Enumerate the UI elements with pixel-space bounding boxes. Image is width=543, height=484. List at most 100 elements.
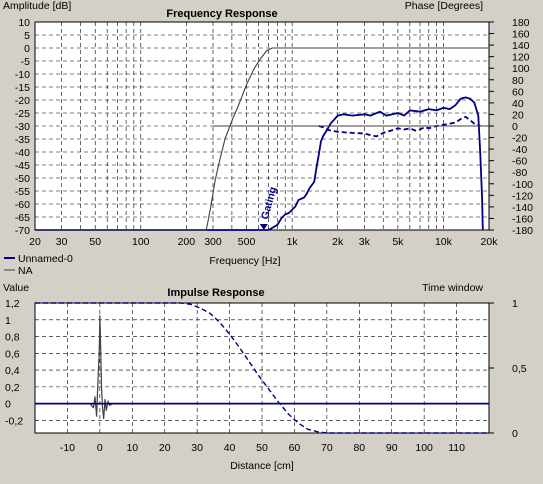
frequency-series-line-1 — [318, 115, 481, 138]
phase-tick-label: -140 — [512, 202, 533, 214]
value-tick-label: 0,4 — [5, 365, 20, 377]
amplitude-tick-label: -40 — [15, 147, 30, 159]
value-tick-label: -0,2 — [5, 415, 23, 427]
distance-tick-label: 30 — [191, 442, 203, 454]
amplitude-tick-label: -10 — [15, 69, 30, 81]
amplitude-tick-label: -45 — [15, 160, 30, 172]
amplitude-tick-label: -25 — [15, 108, 30, 120]
value-tick-label: 0,6 — [5, 348, 20, 360]
amplitude-tick-labels: 1050-5-10-15-20-25-30-35-40-45-50-55-60-… — [15, 17, 30, 237]
gating-arrow — [259, 224, 268, 230]
amplitude-tick-label: -60 — [15, 199, 30, 211]
frequency-series — [35, 47, 489, 231]
phase-tick-label: 60 — [512, 86, 524, 98]
distance-tick-label: 0 — [97, 442, 103, 454]
value-axis-label: Value — [3, 282, 29, 294]
window-tick-label: 1 — [512, 298, 518, 310]
legend: Unnamed-0 NA — [4, 253, 73, 277]
phase-tick-label: 120 — [512, 52, 530, 64]
distance-tick-label: 80 — [353, 442, 365, 454]
amplitude-tick-label: -50 — [15, 173, 30, 185]
legend-label-unnamed: Unnamed-0 — [18, 253, 73, 265]
frequency-tick-label: 3k — [359, 236, 371, 248]
phase-tick-label: -160 — [512, 213, 533, 225]
value-tick-label: 0 — [5, 399, 11, 411]
frequency-axis-label: Frequency [Hz] — [209, 255, 280, 267]
frequency-tick-label: 5k — [392, 236, 404, 248]
distance-tick-label: 40 — [224, 442, 236, 454]
amplitude-tick-label: 0 — [24, 43, 30, 55]
amplitude-tick-label: -30 — [15, 121, 30, 133]
frequency-series-line-2 — [35, 47, 489, 231]
phase-tick-label: 140 — [512, 40, 530, 52]
amplitude-tick-label: -65 — [15, 212, 30, 224]
phase-tick-label: 20 — [512, 109, 524, 121]
frequency-tick-label: 300 — [204, 236, 222, 248]
phase-tick-label: 80 — [512, 75, 524, 87]
frequency-tick-label: 20k — [481, 236, 499, 248]
frequency-tick-label: 2k — [332, 236, 344, 248]
amplitude-tick-label: -35 — [15, 134, 30, 146]
amplitude-tick-label: -5 — [21, 56, 30, 68]
value-tick-label: 0,8 — [5, 332, 20, 344]
phase-tick-label: 180 — [512, 17, 530, 29]
impulse-response-chart: 1,210,80,60,40,20-0,2 10,50 -10 0 10 20 30 40… — [3, 282, 527, 472]
distance-tick-label: 20 — [159, 442, 171, 454]
frequency-series-line-0 — [35, 96, 484, 231]
phase-tick-label: 160 — [512, 29, 530, 41]
value-tick-label: 1 — [5, 315, 11, 327]
amplitude-axis-label: Amplitude [dB] — [3, 0, 71, 12]
distance-tick-label: 110 — [448, 442, 465, 454]
window-axis-label: Time window — [422, 282, 483, 294]
legend-label-na: NA — [18, 265, 33, 277]
distance-tick-label: 10 — [126, 442, 138, 454]
amplitude-tick-label: -15 — [15, 82, 30, 94]
distance-tick-labels: -10 0 10 20 30 40 50 60 70 80 90 100 110 — [60, 442, 465, 454]
phase-tick-label: -40 — [512, 144, 527, 156]
window-tick-label: 0 — [512, 428, 518, 440]
amplitude-tick-label: 10 — [18, 17, 30, 29]
phase-tick-label: -120 — [512, 190, 533, 202]
value-tick-label: 0,2 — [5, 382, 20, 394]
frequency-tick-label: 10k — [435, 236, 453, 248]
impulse-series-line-1 — [35, 302, 489, 434]
impulse-series-line-0 — [35, 315, 489, 420]
frequency-tick-label: 500 — [238, 236, 256, 248]
amplitude-tick-label: -20 — [15, 95, 30, 107]
frequency-tick-label: 30 — [56, 236, 68, 248]
window-tick-label: 0,5 — [512, 363, 527, 375]
frequency-chart-title: Frequency Response — [166, 8, 277, 20]
distance-axis-label: Distance [cm] — [230, 460, 294, 472]
frequency-tick-label: 100 — [132, 236, 150, 248]
distance-tick-label: -10 — [60, 442, 75, 454]
impulse-series — [35, 302, 489, 434]
impulse-chart-title: Impulse Response — [167, 287, 264, 299]
amplitude-tick-label: -55 — [15, 186, 30, 198]
distance-tick-label: 60 — [289, 442, 301, 454]
distance-tick-label: 50 — [256, 442, 268, 454]
window-tick-labels: 10,50 — [489, 298, 527, 440]
distance-tick-label: 70 — [321, 442, 333, 454]
frequency-response-chart: 1050-5-10-15-20-25-30-35-40-45-50-55-60-… — [3, 0, 533, 277]
phase-axis-label: Phase [Degrees] — [405, 0, 483, 12]
phase-tick-label: 100 — [512, 63, 530, 75]
phase-tick-label: 0 — [512, 121, 518, 133]
phase-tick-label: 40 — [512, 98, 524, 110]
frequency-tick-label: 1k — [287, 236, 299, 248]
frequency-tick-label: 50 — [89, 236, 101, 248]
frequency-tick-label: 200 — [178, 236, 196, 248]
phase-tick-labels: 180160140120100806040200-20-40-60-80-100… — [489, 17, 533, 237]
phase-tick-label: -180 — [512, 225, 533, 237]
phase-tick-label: -80 — [512, 167, 527, 179]
phase-tick-label: -60 — [512, 156, 527, 168]
value-tick-labels: 1,2 1 0,8 0,6 0,4 0,2 0 -0,2 — [5, 298, 23, 427]
distance-tick-label: 90 — [386, 442, 398, 454]
phase-tick-label: -20 — [512, 133, 527, 145]
amplitude-tick-label: 5 — [24, 30, 30, 42]
frequency-tick-labels: 20 30 50 100 200 300 500 1k 2k 3k 5k 10k 20k — [29, 236, 498, 248]
frequency-tick-label: 20 — [29, 236, 41, 248]
distance-tick-label: 100 — [415, 442, 433, 454]
phase-tick-label: -100 — [512, 179, 533, 191]
amplitude-tick-label: -70 — [15, 225, 30, 237]
